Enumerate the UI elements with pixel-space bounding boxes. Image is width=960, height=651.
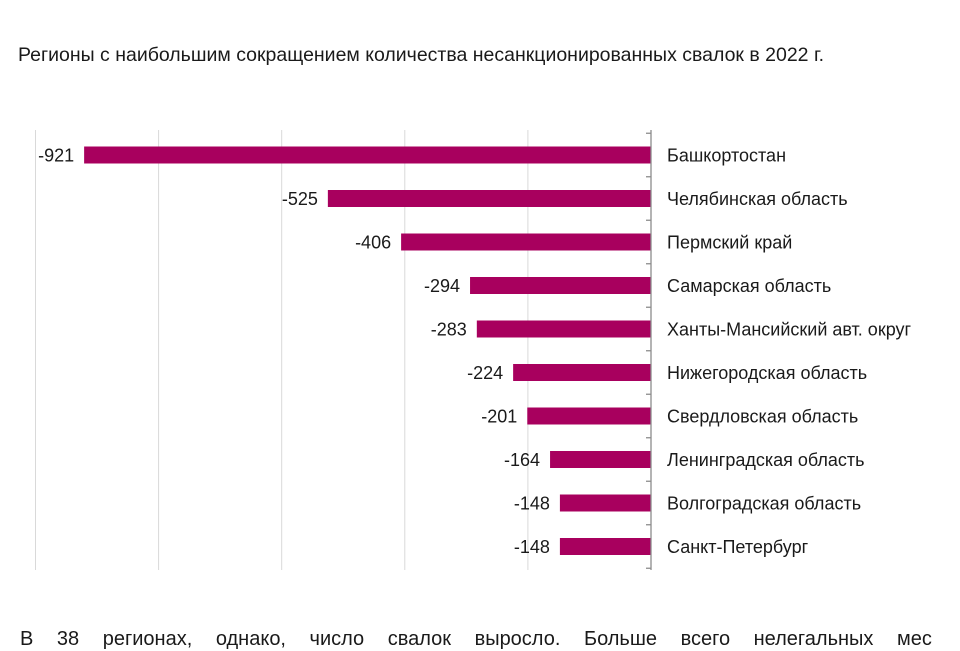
category-label: Ленинградская область (667, 450, 865, 470)
category-label: Свердловская область (667, 407, 858, 427)
category-label: Волгоградская область (667, 494, 861, 514)
bar (84, 146, 651, 164)
bar (470, 277, 651, 294)
data-label: -164 (504, 450, 540, 470)
category-label: Башкортостан (667, 146, 786, 166)
category-label: Челябинская область (667, 189, 848, 209)
data-label: -201 (481, 407, 517, 427)
bar (559, 494, 651, 512)
data-label: -224 (467, 363, 503, 383)
bars (84, 146, 651, 555)
category-label: Санкт-Петербург (667, 537, 809, 557)
category-label: Ханты-Мансийский авт. округ (667, 320, 911, 340)
bar (401, 233, 651, 251)
data-label: -294 (424, 276, 460, 296)
bar (513, 364, 651, 381)
labels: -921 Башкортостан -525 Челябинская область -… (38, 146, 911, 558)
bar (527, 407, 651, 425)
category-label: Нижегородская область (667, 363, 867, 383)
data-label: -148 (514, 537, 550, 557)
data-label: -406 (355, 233, 391, 253)
category-label: Самарская область (667, 276, 831, 296)
bar (476, 320, 651, 338)
bar (559, 538, 651, 555)
chart-title: Регионы с наибольшим сокращением количес… (18, 44, 825, 66)
value-axis (646, 130, 652, 570)
data-label: -283 (431, 320, 467, 340)
category-label: Пермский край (667, 233, 792, 253)
bar (550, 451, 651, 468)
gridlines (35, 130, 529, 570)
bar (327, 190, 651, 207)
data-label: -148 (514, 494, 550, 514)
data-label: -525 (282, 189, 318, 209)
data-label: -921 (38, 146, 74, 166)
